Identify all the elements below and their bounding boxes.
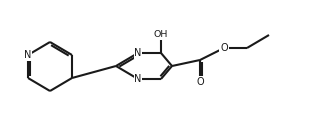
- Text: N: N: [134, 74, 142, 84]
- Text: N: N: [24, 50, 32, 60]
- Text: N: N: [134, 48, 142, 58]
- Text: OH: OH: [154, 30, 168, 39]
- Text: O: O: [220, 43, 228, 53]
- Text: O: O: [196, 77, 204, 87]
